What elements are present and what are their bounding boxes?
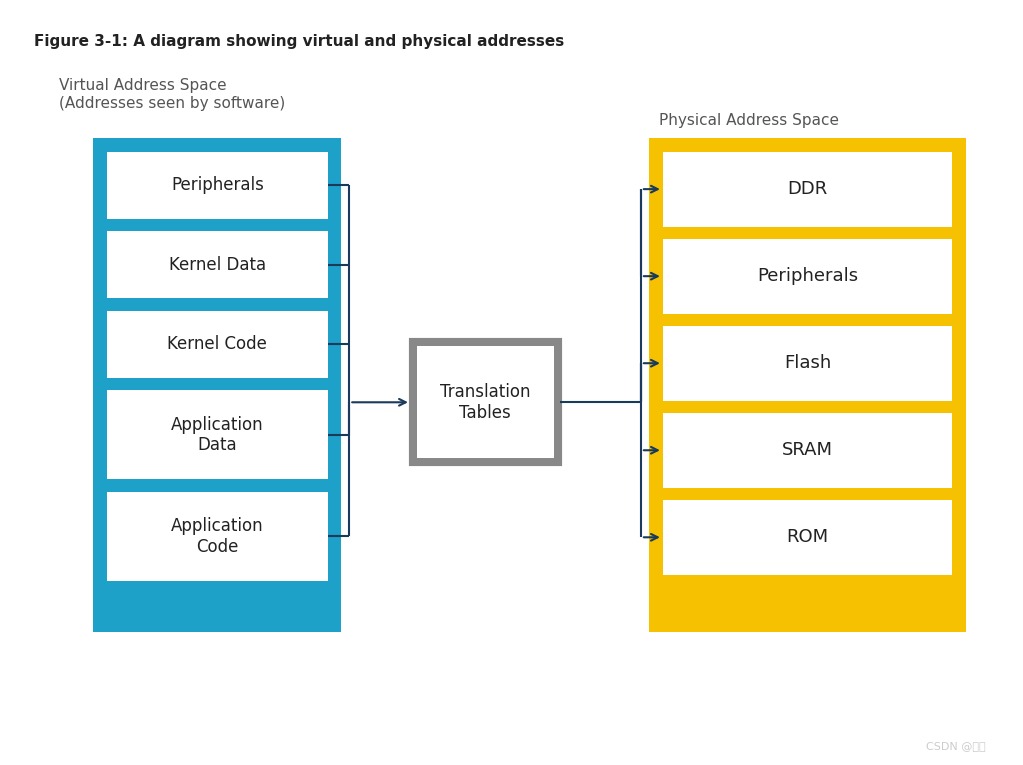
Bar xyxy=(411,340,560,464)
Bar xyxy=(663,239,952,314)
Text: SRAM: SRAM xyxy=(782,441,833,459)
Text: Physical Address Space: Physical Address Space xyxy=(659,113,839,128)
Bar xyxy=(93,138,342,632)
Bar xyxy=(107,390,327,480)
Bar xyxy=(107,231,327,298)
Bar xyxy=(416,347,553,458)
Bar xyxy=(107,151,327,219)
Text: Peripherals: Peripherals xyxy=(757,267,858,285)
Bar xyxy=(663,151,952,226)
Bar xyxy=(107,492,327,581)
Text: Virtual Address Space
(Addresses seen by software): Virtual Address Space (Addresses seen by… xyxy=(58,78,285,111)
Text: Kernel Data: Kernel Data xyxy=(169,256,266,274)
Text: Application
Data: Application Data xyxy=(171,415,264,454)
Text: Peripherals: Peripherals xyxy=(171,176,264,194)
Text: DDR: DDR xyxy=(788,180,828,198)
Text: ROM: ROM xyxy=(787,529,829,546)
Text: Translation
Tables: Translation Tables xyxy=(440,382,531,422)
Bar xyxy=(663,500,952,575)
Text: CSDN @京雨: CSDN @京雨 xyxy=(927,741,986,751)
Text: Kernel Code: Kernel Code xyxy=(168,335,267,353)
Bar xyxy=(649,138,967,632)
Bar xyxy=(663,412,952,488)
Bar xyxy=(663,326,952,401)
Text: Application
Code: Application Code xyxy=(171,517,264,555)
Text: Figure 3-1: A diagram showing virtual and physical addresses: Figure 3-1: A diagram showing virtual an… xyxy=(34,34,564,49)
Text: Flash: Flash xyxy=(784,354,832,373)
Bar xyxy=(107,311,327,378)
